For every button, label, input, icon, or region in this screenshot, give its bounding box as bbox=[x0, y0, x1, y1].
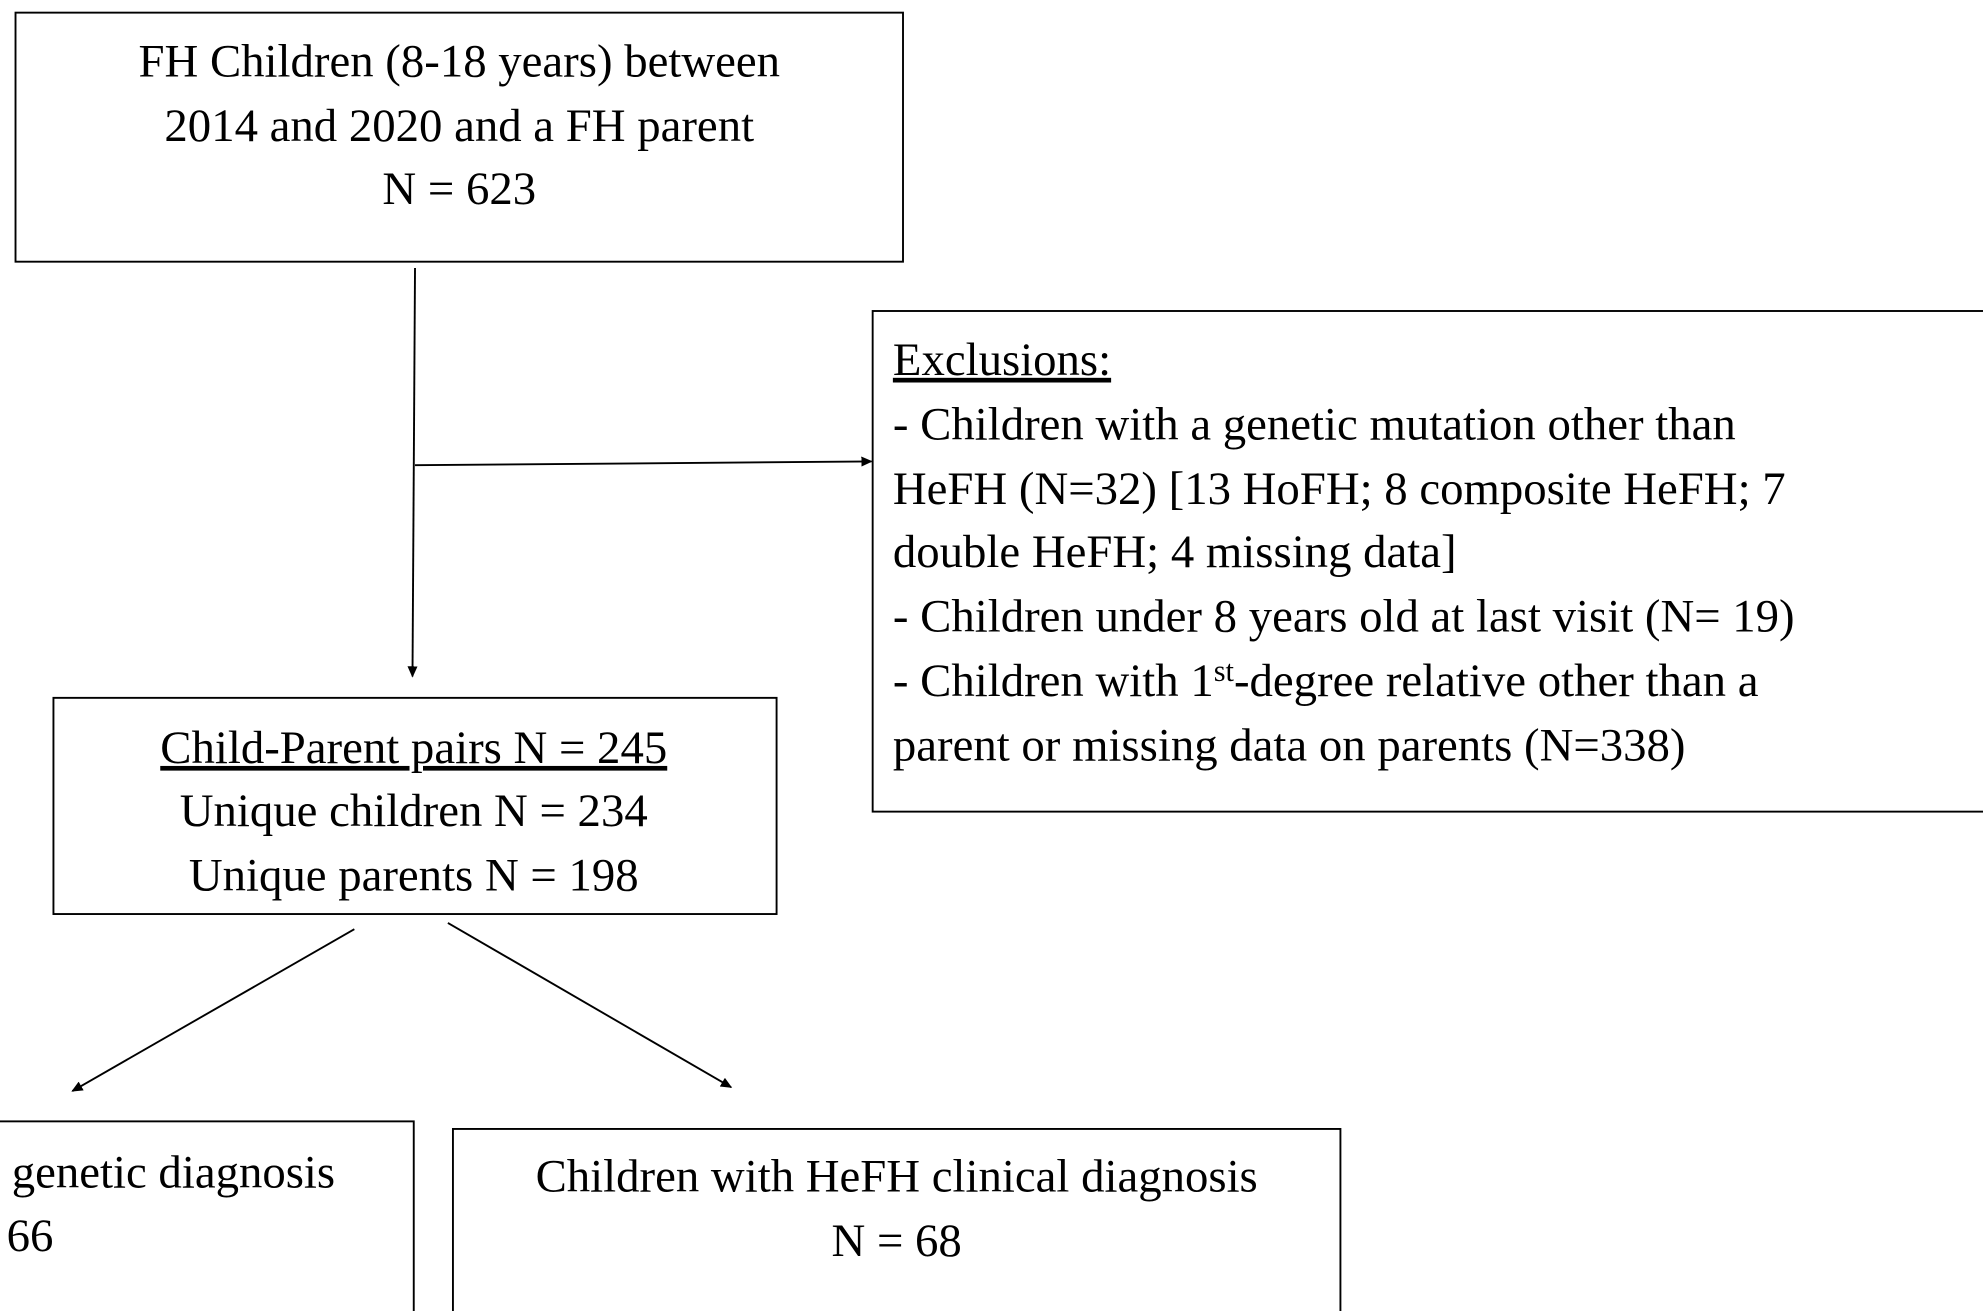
arrow bbox=[407, 268, 418, 678]
node-text: Unique parents N = 198 bbox=[189, 850, 639, 902]
node-text: parent or missing data on parents (N=338… bbox=[893, 719, 1686, 771]
arrow bbox=[71, 928, 355, 1092]
node-text: - Children under 8 years old at last vis… bbox=[893, 590, 1795, 642]
node-box bbox=[52, 696, 778, 915]
node-text: N = 623 bbox=[382, 163, 536, 215]
arrow bbox=[415, 456, 873, 467]
text-part: - Children with 1 bbox=[893, 655, 1214, 707]
node-text: HeFH (N=32) [13 HoFH; 8 composite HeFH; … bbox=[893, 463, 1786, 515]
text-part: -degree relative other than a bbox=[1234, 655, 1759, 707]
node-text: genetic diagnosis bbox=[12, 1147, 335, 1199]
node-text: Unique children N = 234 bbox=[180, 785, 648, 837]
node-box bbox=[871, 310, 1983, 813]
node-box bbox=[451, 1128, 1342, 1311]
node-text: FH Children (8-18 years) between bbox=[138, 35, 780, 87]
node-heading: Exclusions: bbox=[893, 334, 1111, 386]
node-text: double HeFH; 4 missing data] bbox=[893, 526, 1457, 578]
node-text: 2014 and 2020 and a FH parent bbox=[164, 100, 754, 152]
node-text: - Children with 1st-degree relative othe… bbox=[893, 654, 1759, 707]
arrow bbox=[447, 922, 733, 1089]
node-text: Children with HeFH clinical diagnosis bbox=[536, 1151, 1258, 1203]
node-text: 66 bbox=[7, 1210, 54, 1262]
node-heading: Child-Parent pairs N = 245 bbox=[160, 722, 667, 774]
superscript: st bbox=[1214, 654, 1235, 688]
node-box bbox=[0, 1120, 415, 1311]
node-text: - Children with a genetic mutation other… bbox=[893, 398, 1736, 450]
node-box bbox=[14, 11, 904, 263]
node-text: N = 68 bbox=[832, 1215, 962, 1267]
